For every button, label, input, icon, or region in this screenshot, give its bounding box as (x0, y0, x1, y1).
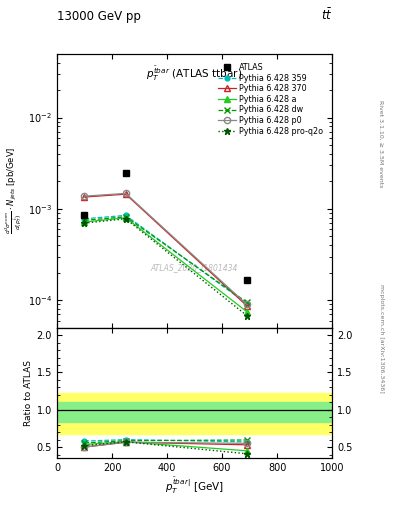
Pythia 6.428 pro-q2o (244, 312, 249, 318)
Y-axis label: $\frac{d^2\sigma^{norm}}{d(p_T^{\bar{t}})}\cdot N_{jets}$ [pb/GeV]: $\frac{d^2\sigma^{norm}}{d(p_T^{\bar{t}}… (3, 147, 24, 234)
Pythia 6.428 dw (244, 299, 249, 305)
Pythia 6.428 p0 (123, 190, 128, 197)
Line: Pythia 6.428 dw: Pythia 6.428 dw (81, 214, 250, 306)
Pythia 6.428 359 (244, 301, 249, 307)
Pythia 6.428 370 (123, 191, 128, 197)
Text: mcplots.cern.ch [arXiv:1306.3436]: mcplots.cern.ch [arXiv:1306.3436] (379, 284, 384, 392)
Pythia 6.428 359 (123, 212, 128, 219)
Text: ATLAS_2020_I1801434: ATLAS_2020_I1801434 (151, 263, 238, 272)
Line: ATLAS: ATLAS (81, 169, 250, 284)
ATLAS (123, 169, 128, 176)
Pythia 6.428 370 (244, 303, 249, 309)
Bar (57, 393, 332, 434)
ATLAS (82, 212, 87, 219)
Line: Pythia 6.428 p0: Pythia 6.428 p0 (81, 190, 250, 308)
Line: Pythia 6.428 pro-q2o: Pythia 6.428 pro-q2o (81, 216, 250, 319)
Pythia 6.428 pro-q2o (123, 216, 128, 222)
X-axis label: $p^{\bar{t}bar|}_{T}$ [GeV]: $p^{\bar{t}bar|}_{T}$ [GeV] (165, 476, 224, 496)
Text: $p_T^{\bar{t}bar}$ (ATLAS ttbar): $p_T^{\bar{t}bar}$ (ATLAS ttbar) (146, 65, 243, 83)
Pythia 6.428 370 (82, 194, 87, 200)
Line: Pythia 6.428 a: Pythia 6.428 a (81, 215, 250, 315)
Pythia 6.428 359 (82, 216, 87, 222)
Pythia 6.428 dw (82, 217, 87, 223)
Pythia 6.428 dw (123, 214, 128, 220)
Pythia 6.428 p0 (244, 302, 249, 308)
Pythia 6.428 a (244, 309, 249, 315)
Line: Pythia 6.428 359: Pythia 6.428 359 (82, 213, 249, 306)
ATLAS (244, 278, 249, 284)
Legend: ATLAS, Pythia 6.428 359, Pythia 6.428 370, Pythia 6.428 a, Pythia 6.428 dw, Pyth: ATLAS, Pythia 6.428 359, Pythia 6.428 37… (215, 60, 325, 138)
Pythia 6.428 p0 (82, 193, 87, 199)
Pythia 6.428 a (82, 219, 87, 225)
Text: $t\bar{t}$: $t\bar{t}$ (321, 8, 332, 23)
Line: Pythia 6.428 370: Pythia 6.428 370 (81, 191, 250, 309)
Pythia 6.428 a (123, 215, 128, 221)
Text: Rivet 3.1.10, ≥ 3.5M events: Rivet 3.1.10, ≥ 3.5M events (379, 100, 384, 187)
Text: 13000 GeV pp: 13000 GeV pp (57, 10, 141, 23)
Pythia 6.428 pro-q2o (82, 220, 87, 226)
Bar (57, 402, 332, 422)
Y-axis label: Ratio to ATLAS: Ratio to ATLAS (24, 360, 33, 426)
